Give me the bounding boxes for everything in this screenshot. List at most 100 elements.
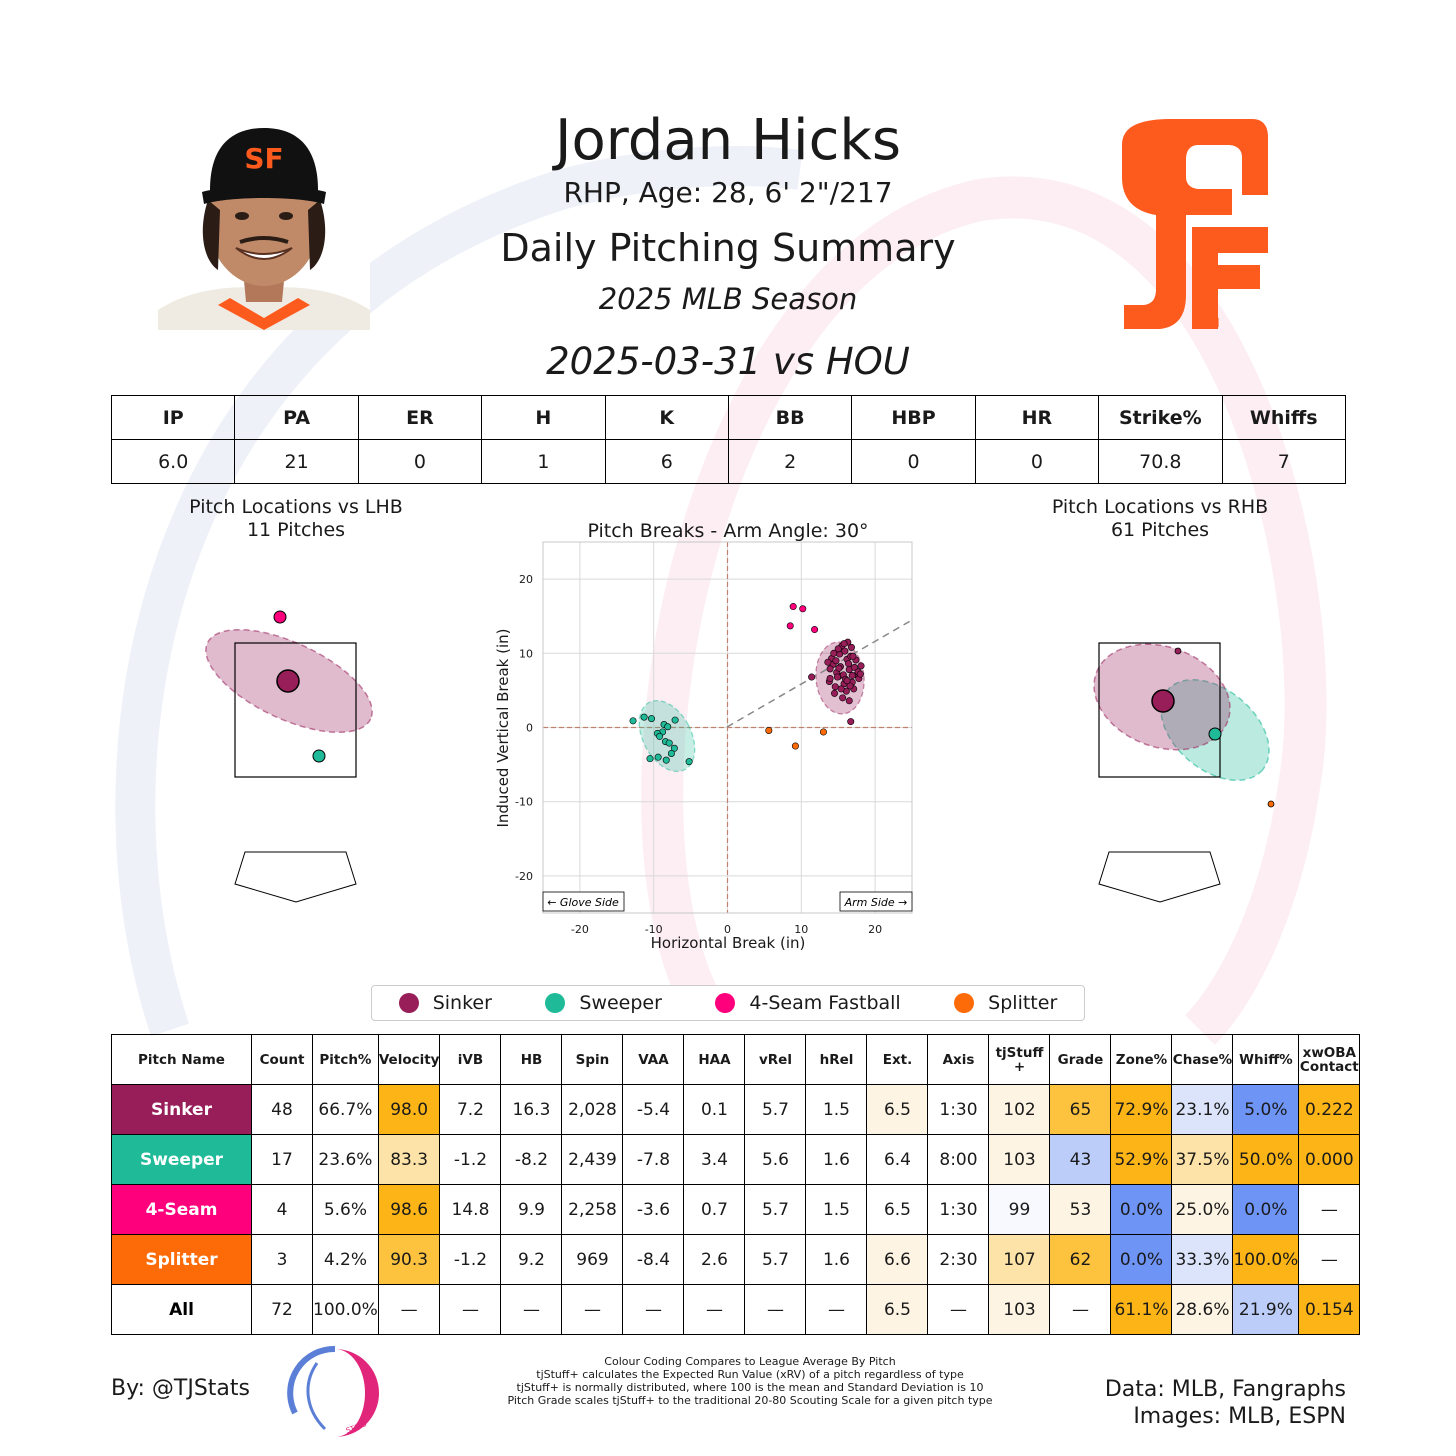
stats-header-pa: PA (234, 395, 359, 440)
pitch-metric-cell: 6.5 (866, 1084, 929, 1135)
stats-header-h: H (481, 395, 606, 440)
pitch-metric-cell: 1.5 (805, 1184, 868, 1235)
lhb-home-plate (234, 851, 357, 903)
pitch-metric-cell: 2.6 (683, 1234, 746, 1285)
pitch-metric-cell: 4 (251, 1184, 313, 1235)
x-tick-label: 0 (724, 923, 731, 936)
pitch-metric-cell: 6.5 (866, 1184, 929, 1235)
pitch-metric-cell: -8.4 (622, 1234, 685, 1285)
sinker-break-point (831, 683, 839, 691)
lhb-sweeper-point (312, 749, 326, 763)
pitch-metric-cell: 0.222 (1298, 1084, 1361, 1135)
sweeper-break-point (647, 715, 655, 723)
lhb-4seam-point (273, 610, 287, 624)
legend-sinker-marker (398, 993, 419, 1013)
stats-header-strike-pct: Strike% (1098, 395, 1223, 440)
pitch-metrics-table: Pitch Name Count Pitch% Velocity iVB HB Spin VA… (111, 1034, 1361, 1335)
pitch-table-row: All 72 100.0% — — — — — — — —6.5—103—61.1% 28.6% 21.… (111, 1284, 1361, 1335)
pitch-table-header-grade: Grade (1049, 1034, 1112, 1085)
legend-sinker-label: Sinker (432, 992, 492, 1014)
legend-splitter-label: Splitter (988, 992, 1058, 1014)
pitch-metric-cell: 66.7% (312, 1084, 379, 1135)
pitch-table-row: Sinker 48 66.7% 98.0 7.2 16.3 2,028 -5.4 0.1 5.7 1… (111, 1084, 1361, 1135)
y-tick-label: 0 (526, 722, 533, 735)
player-info: RHP, Age: 28, 6' 2"/217 (563, 176, 893, 209)
byline: By: @TJStats (111, 1376, 251, 1401)
pitch-metric-cell: 5.6 (744, 1134, 807, 1185)
pitch-metric-cell: 107 (988, 1234, 1051, 1285)
x-tick-label: 10 (794, 923, 808, 936)
sweeper-break-point (664, 723, 672, 731)
pitch-table-header-tjstuff: tjStuff + (988, 1034, 1051, 1085)
pitch-metric-cell: 50.0% (1232, 1134, 1300, 1185)
credits-images: Images: MLB, ESPN (1133, 1404, 1346, 1429)
x-tick-label: 20 (868, 923, 882, 936)
pitch-metric-cell: 9.9 (500, 1184, 563, 1235)
rhb-sweeper-point (1208, 727, 1222, 741)
pitch-metric-cell: 72 (251, 1284, 313, 1335)
splitter-break-point (819, 728, 827, 736)
x-tick-label: -20 (571, 923, 589, 936)
pitch-metric-cell: 100.0% (1232, 1234, 1300, 1285)
pitch-metric-cell: 1:30 (927, 1184, 990, 1235)
pitch-metric-cell: 98.6 (377, 1184, 441, 1235)
stats-header-hbp: HBP (851, 395, 976, 440)
rhb-splitter-point (1267, 800, 1275, 808)
stats-value-strike-pct: 70.8 (1098, 439, 1223, 484)
sinker-break-point (845, 660, 853, 668)
pitch-metric-cell: 28.6% (1171, 1284, 1234, 1335)
sinker-break-point (832, 657, 840, 665)
pitch-metric-cell: 0.154 (1298, 1284, 1361, 1335)
rhb-strike-zone (1098, 642, 1221, 778)
pitch-table-row: Splitter 3 4.2% 90.3 -1.2 9.2 969 -8.4 2.6 5.7 1.6… (111, 1234, 1361, 1285)
pitch-metric-cell: 48 (251, 1084, 313, 1135)
legend-item-4seam: 4-Seam Fastball (715, 992, 901, 1014)
rhb-plot-subtitle: 61 Pitches (1110, 519, 1210, 541)
pitch-metric-cell: 0.000 (1298, 1134, 1361, 1185)
pitch-metric-cell: -7.8 (622, 1134, 685, 1185)
stats-value-whiffs: 7 (1221, 439, 1347, 484)
sweeper-break-point (671, 716, 679, 724)
pitch-metric-cell: 2,258 (561, 1184, 624, 1235)
rhb-plot-title-text: Pitch Locations vs RHB (1051, 496, 1269, 518)
legend-4seam-label: 4-Seam Fastball (749, 992, 901, 1014)
pitch-metric-cell: 1.5 (805, 1084, 868, 1135)
pitch-table-header-vaa: VAA (622, 1034, 685, 1085)
pitch-metric-cell: 21.9% (1232, 1284, 1300, 1335)
pitch-metric-cell: 53 (1049, 1184, 1112, 1235)
pitch-table-row: Sweeper 17 23.6% 83.3 -1.2 -8.2 2,439 -7.8 3.4 5.… (111, 1134, 1361, 1185)
pitch-table-header-spin: Spin (561, 1034, 624, 1085)
sinker-break-point (824, 658, 832, 666)
pitch-metric-cell: — (683, 1284, 746, 1335)
pitch-table-header-row: Pitch Name Count Pitch% Velocity iVB HB Spin VA… (111, 1034, 1361, 1085)
pitch-legend: Sinker Sweeper 4-Seam Fastball Splitter (371, 985, 1085, 1021)
credits-data: Data: MLB, Fangraphs (1104, 1377, 1346, 1402)
pitch-table-header-hb: HB (500, 1034, 563, 1085)
pitch-table-header-hrel: hRel (805, 1034, 868, 1085)
pitch-metric-cell: — (622, 1284, 685, 1335)
rhb-home-plate (1098, 851, 1221, 903)
tjstats-logo: STATS (287, 1345, 379, 1437)
rhb-location-plot (1093, 642, 1275, 903)
4-seam-fastball-break-point (811, 626, 819, 634)
pitch-metric-cell: -5.4 (622, 1084, 685, 1135)
lhb-plot-subtitle: 11 Pitches (246, 519, 346, 541)
pitch-table-header-pitch-name: Pitch Name (111, 1034, 252, 1085)
lhb-sinker-mean-point (276, 669, 300, 693)
footer-notes: Colour Coding Compares to League Average… (450, 1355, 1050, 1407)
sweeper-break-point (640, 713, 648, 721)
legend-item-splitter: Splitter (954, 992, 1057, 1014)
pitch-metric-cell: 7.2 (439, 1084, 502, 1135)
pitch-metric-cell: 1.6 (805, 1234, 868, 1285)
pitch-metric-cell: — (377, 1284, 441, 1335)
pitch-metric-cell: 8:00 (927, 1134, 990, 1185)
sinker-break-point (841, 647, 849, 655)
pitch-metric-cell: 0.0% (1110, 1234, 1173, 1285)
sinker-break-point (826, 675, 834, 683)
pitch-metric-cell: 61.1% (1110, 1284, 1173, 1335)
pitch-metric-cell: -1.2 (439, 1234, 502, 1285)
sinker-break-point (808, 673, 816, 681)
player-name: Jordan Hicks (554, 108, 902, 173)
pitch-metric-cell: 9.2 (500, 1234, 563, 1285)
pitch-metric-cell: 83.3 (377, 1134, 441, 1185)
